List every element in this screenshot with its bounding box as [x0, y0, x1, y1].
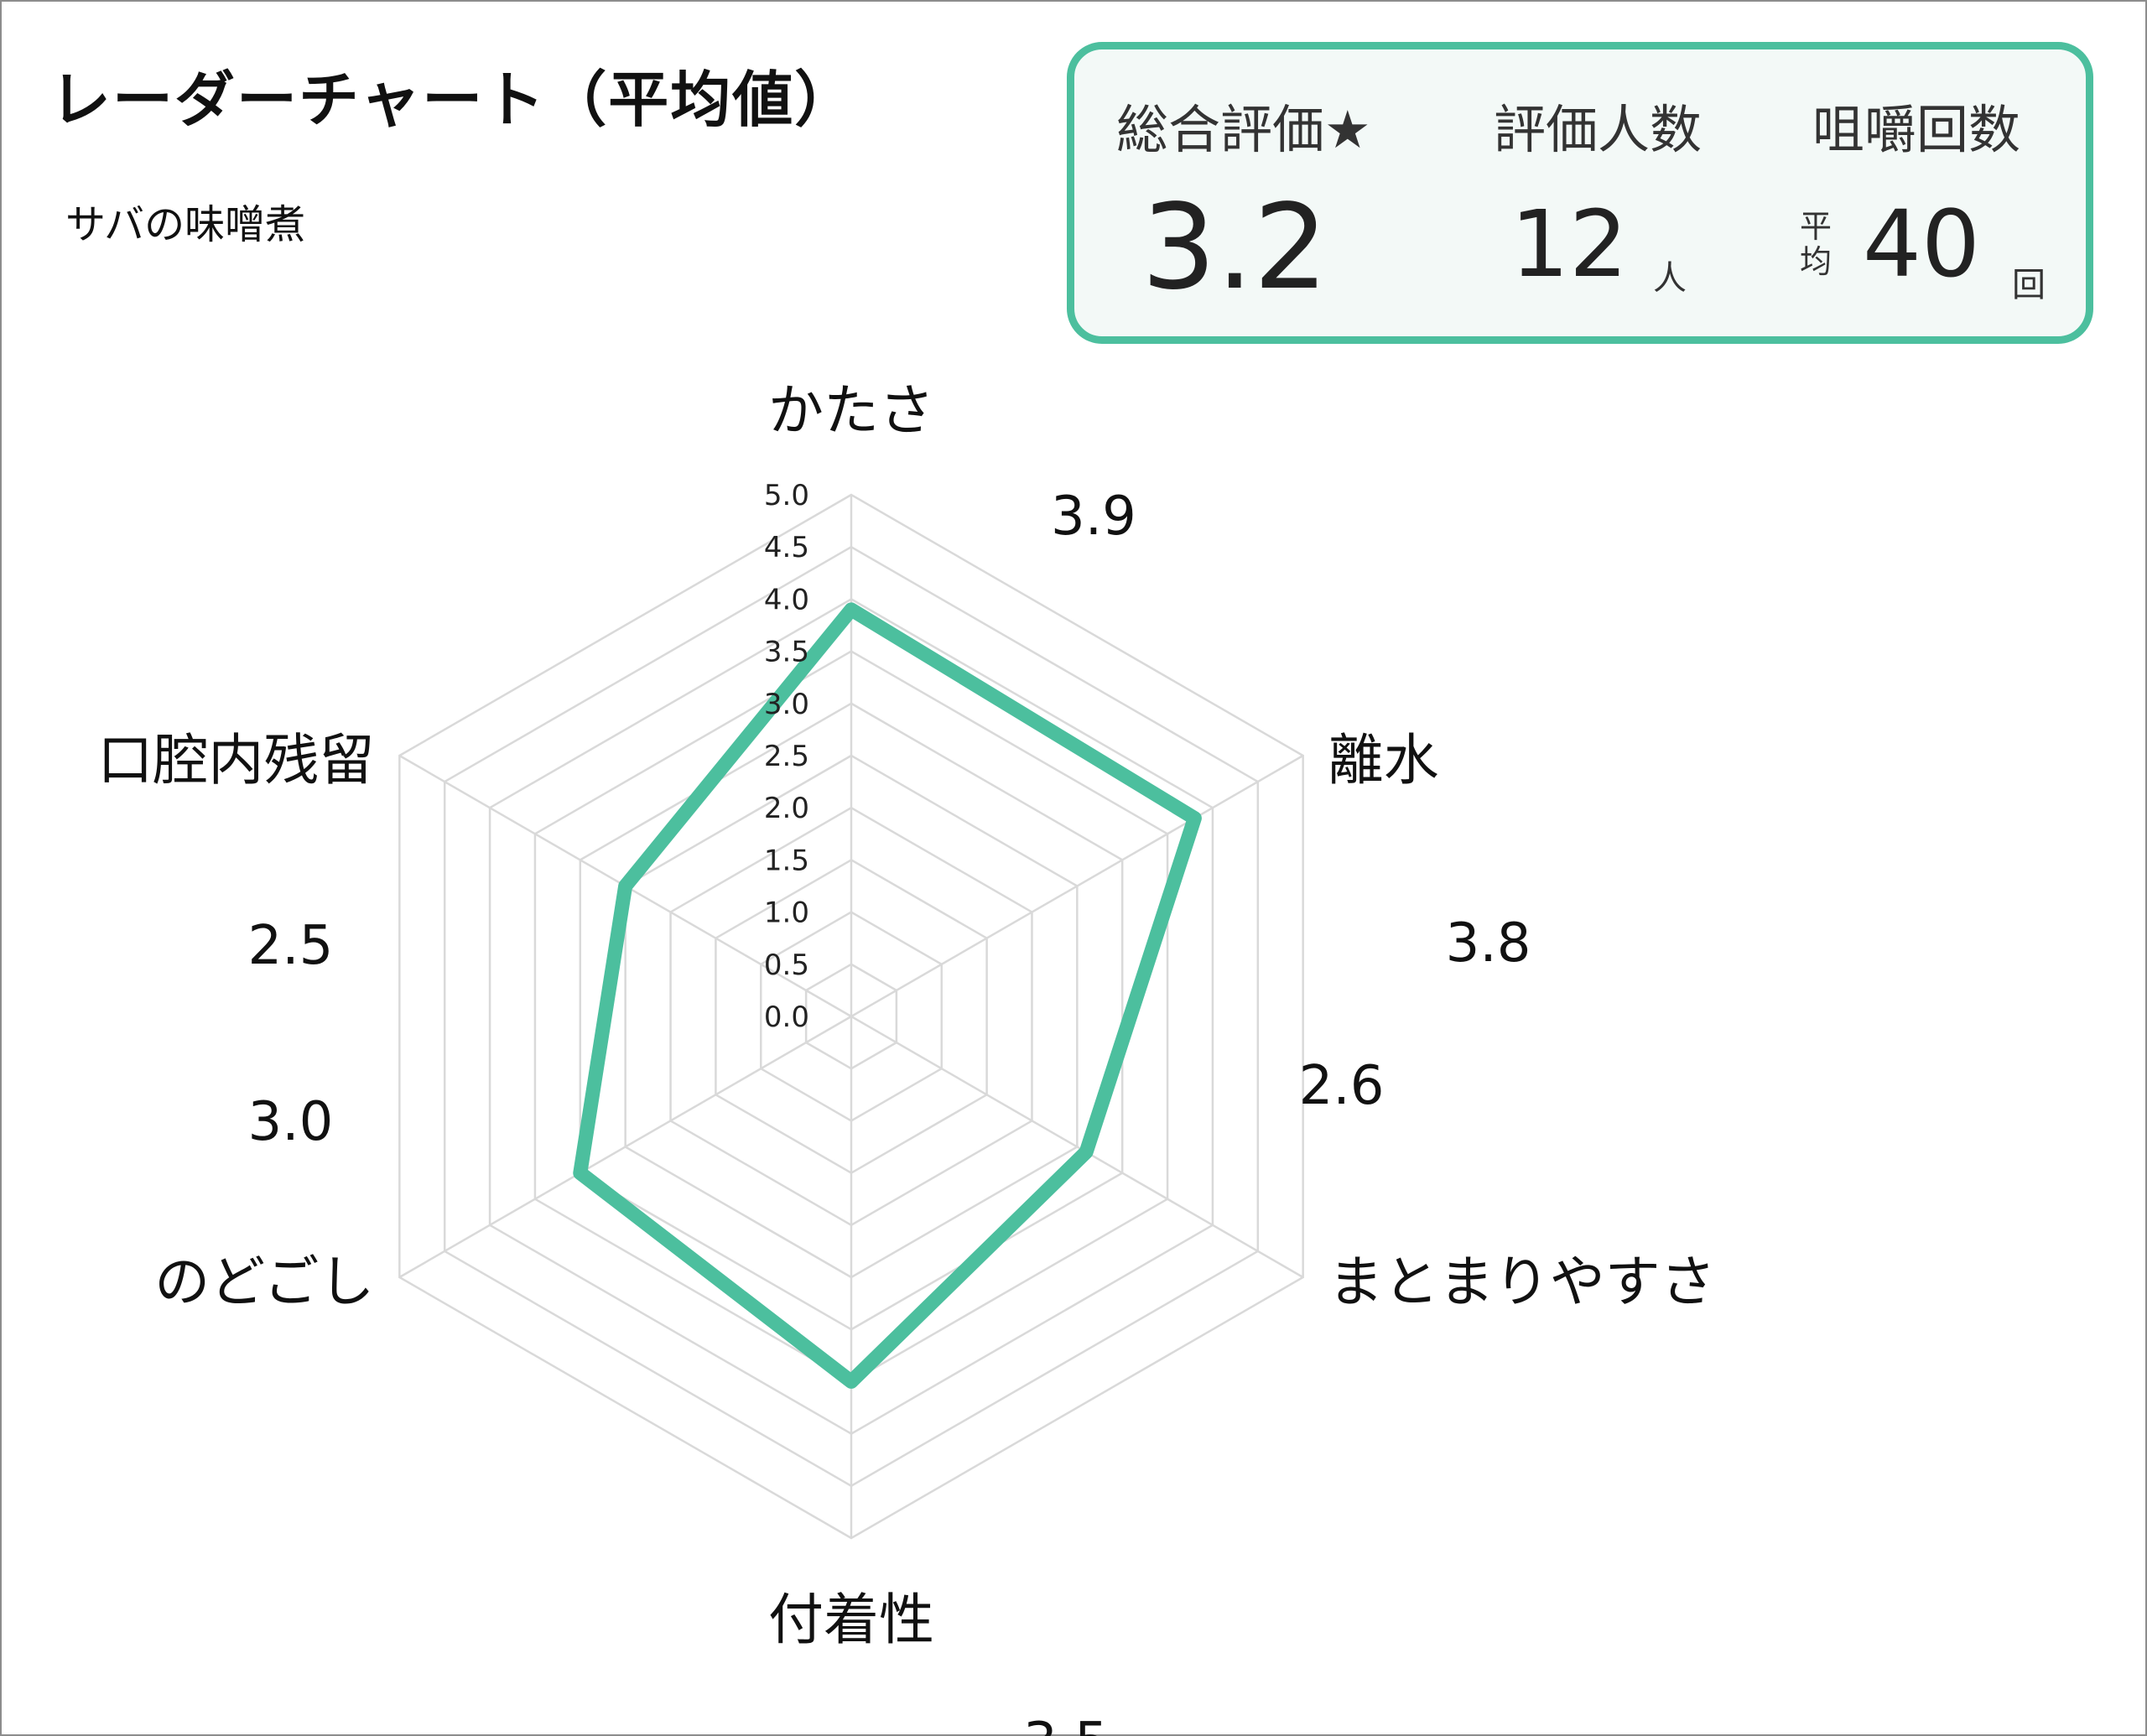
value-label: 2.6	[1299, 1055, 1385, 1117]
tick-label: 2.0	[764, 792, 809, 825]
tick-label: 1.5	[764, 844, 809, 877]
axis-label: 付着性	[768, 1588, 934, 1652]
grid-spoke	[850, 754, 1304, 1018]
value-label: 2.5	[248, 915, 334, 977]
grid-spoke	[850, 1015, 1304, 1279]
chews-average-prefix: 平 均	[1797, 209, 1834, 279]
chart-title: レーダーチャート（平均値）	[50, 65, 857, 135]
tick-label: 4.0	[764, 583, 809, 616]
axis-label: まとまりやすさ	[1328, 1250, 1716, 1314]
summary-card: 総合評価★ 3.2 評価人数 12 人 咀嚼回数 平 均 40 回	[1067, 42, 2093, 344]
tick-label: 3.0	[764, 688, 809, 721]
tick-label: 0.0	[764, 1001, 809, 1034]
axis-label: 離水	[1328, 728, 1439, 793]
tick-label: 2.5	[764, 740, 809, 773]
grid-spoke	[398, 1015, 852, 1279]
value-label: 3.0	[248, 1091, 334, 1153]
axis-label: 口腔内残留	[97, 728, 374, 793]
raters-unit: 人	[1653, 259, 1687, 298]
tick-label: 1.0	[764, 897, 809, 930]
radial-tick-labels: 0.0 0.5 1.0 1.5 2.0 2.5 3.0 3.5 4.0 4.5 5.0	[764, 479, 809, 1034]
raters-label: 評価人数	[1494, 99, 1703, 160]
chews-prefix-line-1: 平	[1799, 208, 1832, 245]
value-label: 3.5	[1023, 1712, 1109, 1736]
tick-label: 3.5	[764, 636, 809, 669]
value-label: 3.9	[1051, 486, 1136, 548]
overall-rating-value: 3.2	[1141, 179, 1328, 316]
series-line	[573, 602, 1202, 1389]
chart-subtitle: サバの味噌煮	[65, 201, 306, 248]
axis-label: のどごし	[154, 1250, 374, 1314]
tick-label: 0.5	[764, 949, 809, 982]
value-label: 3.8	[1446, 912, 1531, 975]
chews-value: 40	[1863, 190, 1980, 298]
axis-label: かたさ	[768, 378, 934, 443]
axis-labels: かたさ 3.9 離水 3.8 まとまりやすさ 2.6 付着性 3.5 のどごし 3.0 口腔内残留 2…	[97, 378, 1715, 1736]
raters-value: 12	[1510, 190, 1628, 298]
chews-unit: 回	[2012, 266, 2046, 304]
chews-prefix-line-2: 均	[1799, 243, 1832, 280]
tick-label: 5.0	[764, 479, 809, 512]
radar-series	[573, 602, 1202, 1389]
chews-label: 咀嚼回数	[1812, 99, 2021, 160]
overall-rating-label: 総合評価★	[1116, 99, 1371, 160]
tick-label: 4.5	[764, 531, 809, 564]
